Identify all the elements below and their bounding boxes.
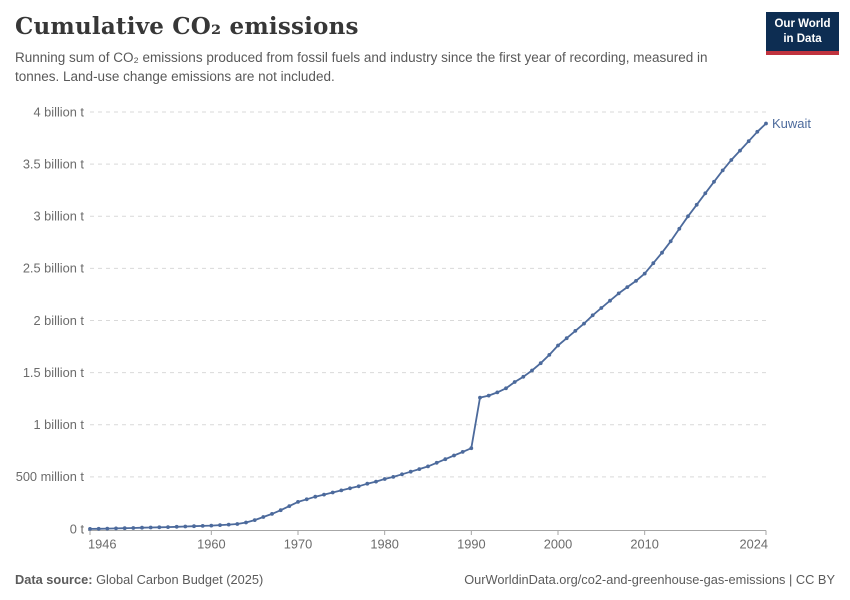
y-tick-label: 3.5 billion t	[23, 156, 85, 171]
y-tick-label: 1.5 billion t	[23, 365, 85, 380]
footer-right: OurWorldinData.org/co2-and-greenhouse-ga…	[464, 572, 835, 587]
x-tick-label: 1990	[457, 537, 485, 552]
data-source: Data source: Global Carbon Budget (2025)	[15, 572, 263, 587]
x-tick-label: 2024	[740, 537, 768, 552]
chart-header: Cumulative CO₂ emissions Running sum of …	[15, 13, 755, 87]
chart-subtitle: Running sum of CO₂ emissions produced fr…	[15, 50, 708, 84]
data-source-label: Data source:	[15, 572, 93, 587]
owid-logo-line1: Our World	[774, 18, 831, 30]
series-points	[88, 121, 768, 531]
x-tick-label: 2010	[630, 537, 658, 552]
x-tick-label: 1960	[197, 537, 225, 552]
x-axis-labels: 1946 1960 1970 1980 1990 2000 2010 2024	[88, 530, 768, 552]
y-tick-label: 2 billion t	[33, 313, 84, 328]
page-title: Cumulative CO₂ emissions	[15, 13, 359, 40]
x-tick-label: 1946	[88, 537, 116, 552]
gridlines	[90, 111, 766, 478]
y-tick-label: 2.5 billion t	[23, 261, 85, 276]
chart-footer: Data source: Global Carbon Budget (2025)…	[15, 572, 835, 587]
owid-logo-line2: in Data	[783, 32, 822, 45]
owid-logo[interactable]: Our World in Data	[766, 12, 839, 55]
y-axis-labels: 0 t 500 million t 1 billion t 1.5 billion t…	[16, 104, 85, 536]
series-entity-label: Kuwait	[772, 116, 811, 131]
y-tick-label: 1 billion t	[33, 417, 84, 432]
y-tick-label: 3 billion t	[33, 209, 84, 224]
data-source-value: Global Carbon Budget (2025)	[92, 572, 264, 587]
y-tick-label: 500 million t	[16, 469, 85, 484]
x-tick-label: 1970	[284, 537, 312, 552]
x-tick-label: 2000	[544, 537, 572, 552]
y-tick-label: 4 billion t	[33, 104, 84, 119]
x-tick-label: 1980	[370, 537, 398, 552]
footer-license: | CC BY	[785, 572, 835, 587]
y-tick-label: 0 t	[70, 521, 85, 536]
footer-url-link[interactable]: OurWorldinData.org/co2-and-greenhouse-ga…	[464, 572, 786, 587]
